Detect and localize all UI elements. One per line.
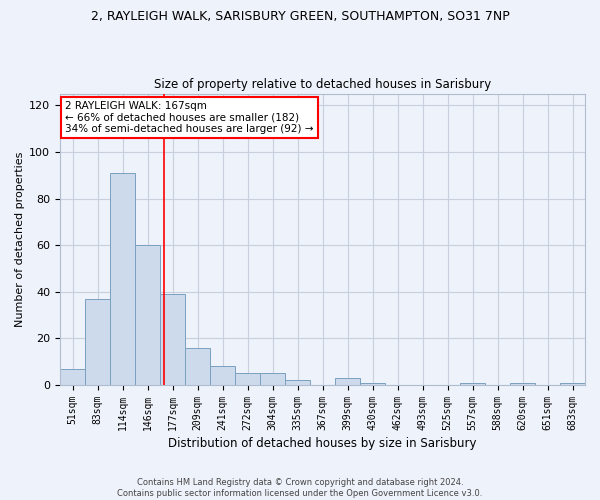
Bar [110, 173, 135, 385]
Bar [60, 369, 85, 385]
Bar [135, 245, 160, 385]
Y-axis label: Number of detached properties: Number of detached properties [15, 152, 25, 327]
Bar [160, 294, 185, 385]
Bar [235, 374, 260, 385]
Bar [285, 380, 310, 385]
Title: Size of property relative to detached houses in Sarisbury: Size of property relative to detached ho… [154, 78, 491, 91]
Bar [510, 383, 535, 385]
Bar [335, 378, 360, 385]
Text: 2, RAYLEIGH WALK, SARISBURY GREEN, SOUTHAMPTON, SO31 7NP: 2, RAYLEIGH WALK, SARISBURY GREEN, SOUTH… [91, 10, 509, 23]
Bar [560, 383, 585, 385]
Text: 2 RAYLEIGH WALK: 167sqm
← 66% of detached houses are smaller (182)
34% of semi-d: 2 RAYLEIGH WALK: 167sqm ← 66% of detache… [65, 101, 314, 134]
Bar [260, 374, 285, 385]
Bar [360, 383, 385, 385]
Bar [85, 299, 110, 385]
Bar [460, 383, 485, 385]
X-axis label: Distribution of detached houses by size in Sarisbury: Distribution of detached houses by size … [168, 437, 477, 450]
Bar [185, 348, 210, 385]
Text: Contains HM Land Registry data © Crown copyright and database right 2024.
Contai: Contains HM Land Registry data © Crown c… [118, 478, 482, 498]
Bar [210, 366, 235, 385]
